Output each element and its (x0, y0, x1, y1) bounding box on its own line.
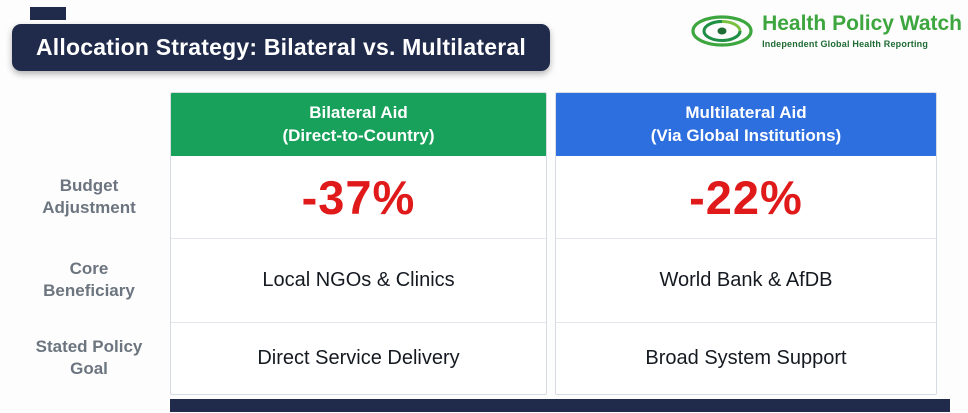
row-label-budget-adjustment: Budget Adjustment (42, 175, 136, 217)
row-labels-column: Budget Adjustment Core Beneficiary State… (14, 92, 164, 394)
column-title-bilateral: Bilateral Aid (309, 102, 408, 122)
eye-icon (689, 8, 755, 54)
column-header-bilateral: Bilateral Aid (Direct-to-Country) (171, 93, 546, 156)
column-subtitle-multilateral: (Via Global Institutions) (650, 125, 842, 145)
column-title-multilateral: Multilateral Aid (685, 102, 807, 122)
column-bilateral: Bilateral Aid (Direct-to-Country) -37% L… (170, 92, 547, 395)
logo-text: Health Policy Watch Independent Global H… (762, 12, 962, 49)
cell-goal-multilateral: Broad System Support (556, 322, 936, 394)
column-subtitle-bilateral: (Direct-to-Country) (282, 125, 435, 145)
column-multilateral: Multilateral Aid (Via Global Institution… (555, 92, 937, 395)
accent-bar (30, 7, 66, 20)
cell-budget-multilateral: -22% (689, 170, 803, 224)
cell-budget-bilateral: -37% (301, 170, 416, 224)
column-header-multilateral: Multilateral Aid (Via Global Institution… (556, 93, 936, 156)
logo: Health Policy Watch Independent Global H… (689, 8, 962, 54)
logo-tagline: Independent Global Health Reporting (762, 38, 929, 49)
cell-goal-bilateral: Direct Service Delivery (171, 322, 546, 394)
row-label-stated-policy-goal: Stated Policy Goal (35, 336, 143, 378)
logo-name: Health Policy Watch (762, 12, 962, 36)
comparison-table: Budget Adjustment Core Beneficiary State… (14, 92, 937, 395)
page-title-badge: Allocation Strategy: Bilateral vs. Multi… (12, 24, 550, 71)
bottom-bar (170, 399, 950, 412)
page-title: Allocation Strategy: Bilateral vs. Multi… (36, 34, 526, 60)
cell-beneficiary-bilateral: Local NGOs & Clinics (171, 238, 546, 322)
cell-beneficiary-multilateral: World Bank & AfDB (556, 238, 936, 322)
label-spacer (14, 92, 164, 156)
row-label-core-beneficiary: Core Beneficiary (43, 258, 135, 300)
